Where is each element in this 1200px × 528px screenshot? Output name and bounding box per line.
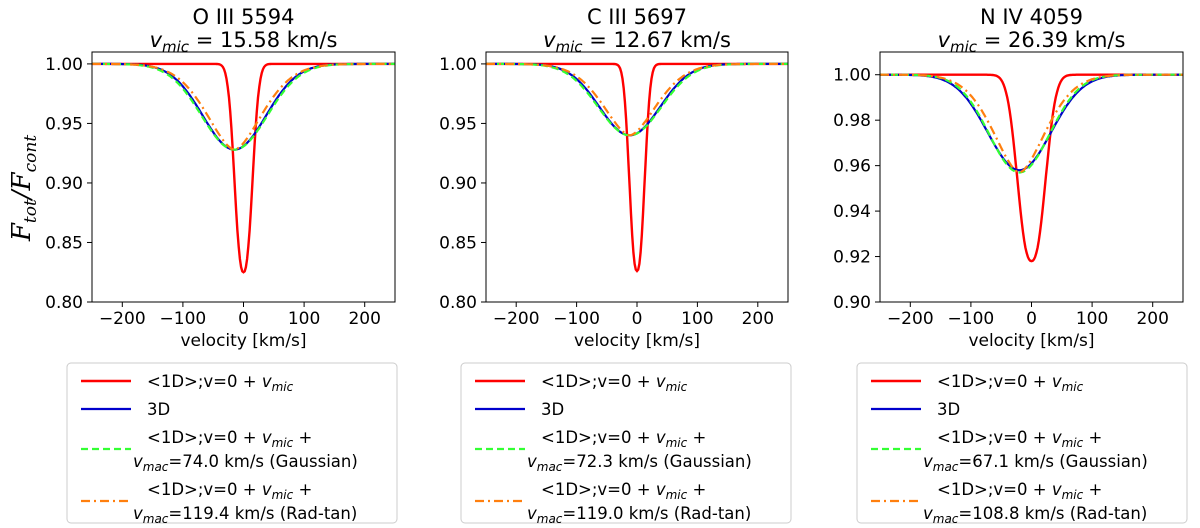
y-tick-label: 0.90 [439, 174, 477, 194]
y-tick-label: 1.00 [45, 55, 83, 75]
legend-label-threeD: 3D [147, 400, 170, 419]
legend-label-gauss: <1D>;v=0 + vmic + [147, 428, 312, 450]
x-tick-label: −100 [553, 309, 600, 329]
y-tick-label: 0.90 [833, 293, 871, 313]
legend-label-gauss-line2: vmac=74.0 km/s (Gaussian) [133, 452, 358, 474]
series-line-radtan [92, 62, 395, 151]
y-tick-label: 0.80 [45, 293, 83, 313]
series-line-oneD [880, 73, 1183, 263]
panel-title: C III 5697 [587, 5, 687, 29]
y-tick-label: 0.98 [833, 111, 871, 131]
legend-box [460, 362, 792, 524]
legend-label-gauss-line2: vmac=67.1 km/s (Gaussian) [923, 452, 1148, 474]
x-axis-label: velocity [km/s] [574, 331, 700, 351]
series-line-threeD [880, 73, 1183, 172]
x-tick-label: 0 [238, 309, 249, 329]
x-tick-label: 100 [1076, 309, 1108, 329]
x-tick-label: −200 [493, 309, 540, 329]
legend-label-radtan-line2: vmac=108.8 km/s (Rad-tan) [923, 504, 1147, 526]
x-tick-label: 200 [348, 309, 380, 329]
series-line-gauss [92, 62, 395, 151]
plot-frame [879, 51, 1184, 303]
legend-label-radtan: <1D>;v=0 + vmic + [147, 480, 312, 502]
x-tick-label: 0 [1026, 309, 1037, 329]
y-tick-label: 0.92 [833, 248, 871, 268]
y-tick-label: 0.85 [45, 233, 83, 253]
y-tick-label: 0.80 [439, 293, 477, 313]
series-line-threeD [92, 62, 395, 151]
legend-label-radtan-line2: vmac=119.4 km/s (Rad-tan) [133, 504, 357, 526]
x-tick-label: −200 [99, 309, 146, 329]
x-axis-label: velocity [km/s] [968, 331, 1094, 351]
series-line-oneD [92, 62, 395, 274]
legend-label-oneD: <1D>;v=0 + vmic [147, 372, 294, 394]
y-tick-label: 1.00 [833, 66, 871, 86]
series-line-threeD [486, 62, 788, 137]
x-tick-label: 200 [1136, 309, 1168, 329]
legend-label-oneD: <1D>;v=0 + vmic [541, 372, 688, 394]
legend-label-threeD: 3D [541, 400, 564, 419]
legend-label-radtan: <1D>;v=0 + vmic + [541, 480, 706, 502]
y-tick-label: 0.95 [45, 114, 83, 134]
x-tick-label: 100 [288, 309, 320, 329]
x-tick-label: 100 [681, 309, 713, 329]
plot-frame [91, 51, 396, 303]
y-tick-label: 0.95 [439, 114, 477, 134]
series-line-gauss [486, 62, 788, 137]
y-axis-label: Ftot/Fcont [7, 135, 41, 242]
x-tick-label: −100 [948, 309, 995, 329]
plot-frame [485, 51, 789, 303]
legend-label-radtan-line2: vmac=119.0 km/s (Rad-tan) [527, 504, 751, 526]
y-tick-label: 0.96 [833, 157, 871, 177]
panel-title: O III 5594 [193, 5, 295, 29]
series-line-radtan [486, 62, 788, 137]
x-tick-label: 0 [632, 309, 643, 329]
legend-label-gauss: <1D>;v=0 + vmic + [937, 428, 1102, 450]
y-tick-label: 0.94 [833, 202, 871, 222]
legend-label-oneD: <1D>;v=0 + vmic [937, 372, 1084, 394]
legend-box [856, 362, 1188, 524]
y-tick-label: 0.90 [45, 174, 83, 194]
x-axis-label: velocity [km/s] [180, 331, 306, 351]
x-tick-label: 200 [742, 309, 774, 329]
legend-label-gauss-line2: vmac=72.3 km/s (Gaussian) [527, 452, 752, 474]
legend-label-threeD: 3D [937, 400, 960, 419]
legend-label-gauss: <1D>;v=0 + vmic + [541, 428, 706, 450]
series-line-gauss [880, 73, 1183, 174]
series-line-radtan [880, 73, 1183, 174]
y-tick-label: 0.85 [439, 233, 477, 253]
x-tick-label: −100 [160, 309, 207, 329]
panel-title: N IV 4059 [980, 5, 1083, 29]
panel-subtitle: vmic = 15.58 km/s [150, 28, 338, 56]
x-tick-label: −200 [887, 309, 934, 329]
legend-box [66, 362, 398, 524]
y-tick-label: 1.00 [439, 55, 477, 75]
series-line-oneD [486, 62, 788, 273]
legend-label-radtan: <1D>;v=0 + vmic + [937, 480, 1102, 502]
